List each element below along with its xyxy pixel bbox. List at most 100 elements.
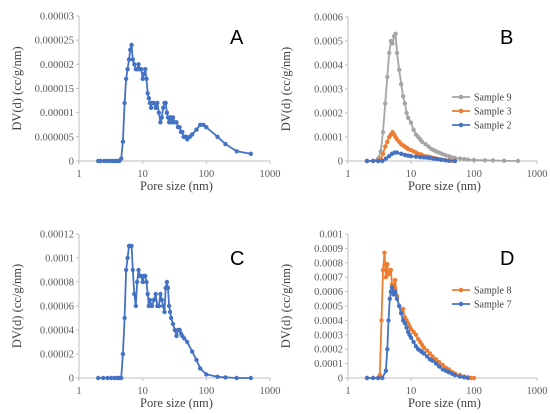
data-point [234,149,239,154]
data-point [421,345,427,350]
data-point [122,315,127,321]
data-point [433,361,439,366]
data-point [515,158,521,164]
x-tick-label: 100 [198,386,214,397]
data-point [430,358,435,363]
data-point [379,318,384,323]
data-point [421,155,427,160]
data-point [388,267,394,273]
y-tick-label: 0.0002 [314,109,343,120]
data-point [105,375,110,381]
data-point [215,374,220,379]
data-point [437,364,442,369]
data-point [438,157,444,162]
legend: Sample 8 Sample 7 [452,286,512,311]
data-point [130,267,135,273]
data-point [380,375,385,381]
data-point [380,130,386,135]
y-tick-label: 0.0004 [314,61,344,72]
data-point [144,279,149,285]
data-point [385,262,390,267]
data-point [465,375,471,381]
y-tick-label: 0.0008 [314,258,343,269]
y-tick-label: 0.0004 [314,316,344,327]
y-tick-label: 0.001 [319,230,343,241]
data-point [397,303,402,309]
data-point [96,375,101,381]
data-point [163,100,168,106]
data-point [364,158,370,164]
data-point [170,321,176,327]
data-point [457,374,463,379]
data-point [418,155,423,160]
data-point [387,50,392,56]
x-tick-label: 100 [466,386,482,397]
y-tick-label: 0.0007 [314,273,343,284]
data-point [144,76,149,82]
data-point [135,279,140,285]
data-point [399,151,404,156]
panel-label: C [230,248,244,270]
data-point [400,94,406,99]
y-tick-label: 0.0003 [314,85,343,96]
data-point [145,91,150,96]
data-point [204,125,209,130]
data-point [375,158,381,164]
data-point [440,362,445,368]
data-point [370,158,376,164]
data-point [185,339,190,345]
data-point [370,375,376,381]
data-point [452,158,458,164]
x-tick-label: 10 [137,386,148,397]
data-point [443,152,448,158]
data-point [471,375,477,381]
panel-label: D [500,248,514,270]
data-point [119,156,124,161]
series-sample-2 [364,150,458,164]
x-tick-label: 1000 [527,169,548,180]
data-point [392,277,398,283]
legend-entry: Sample 7 [474,300,512,311]
legend-entry: Sample 9 [474,93,512,104]
data-point [421,351,427,356]
data-point [439,151,445,156]
data-point [223,141,228,147]
data-point [159,297,164,303]
data-point [388,289,394,294]
y-tick-label: 0.0003 [314,330,343,341]
y-tick-label: 0.0005 [314,302,343,313]
data-point [126,57,132,62]
data-point [140,76,145,82]
data-point [143,273,148,279]
legend-entry: Sample 8 [474,286,512,297]
data-point [125,255,130,261]
data-point [162,309,167,315]
data-point [408,326,414,332]
data-point [386,318,391,323]
data-point [446,154,452,159]
data-point [141,71,147,77]
data-point [122,100,127,106]
data-point [123,76,129,82]
legend-swatch-marker [458,108,464,114]
data-point [161,105,166,111]
y-tick-label: 0.00002 [40,60,74,71]
legend-entry: Sample 3 [474,107,512,118]
data-point [146,96,151,101]
x-tick-label: 1 [76,169,81,180]
y-tick-label: 0.00006 [40,302,74,313]
x-axis-title: Pore size (nm) [408,396,481,410]
data-point [462,375,467,380]
data-point [190,349,195,354]
data-point [427,155,433,161]
data-point [385,139,390,144]
data-point [215,134,220,139]
data-point [155,100,160,106]
data-point [446,370,452,375]
data-point [452,372,458,378]
data-point [383,101,388,106]
data-point [143,67,148,72]
data-point [159,115,164,120]
legend-swatch-marker [458,94,464,100]
data-point [153,291,158,297]
